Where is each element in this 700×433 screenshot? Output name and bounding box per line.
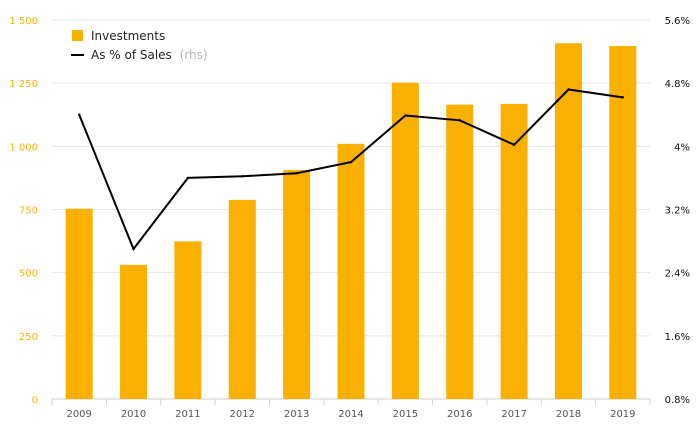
bar-2011 xyxy=(174,241,202,399)
left-y-tick-label: 1 000 xyxy=(9,142,38,153)
right-y-tick-label: 3.2% xyxy=(665,206,690,217)
left-y-axis: 0 250 500 750 1 000 1 250 1 500 xyxy=(9,16,38,406)
bar-2014 xyxy=(337,143,365,399)
legend-label-sales-pct: As % of Sales (rhs) xyxy=(91,48,208,62)
x-tick-label: 2016 xyxy=(447,409,472,420)
x-tick-label: 2009 xyxy=(66,409,91,420)
sales-pct-point-2014 xyxy=(349,160,353,164)
left-y-tick-label: 1 500 xyxy=(9,16,38,27)
legend-label-rhs: (rhs) xyxy=(180,48,208,62)
x-tick-label: 2015 xyxy=(393,409,418,420)
right-y-tick-label: 1.6% xyxy=(665,332,690,343)
sales-pct-point-2009 xyxy=(77,113,81,116)
sales-pct-point-2015 xyxy=(404,114,407,117)
x-tick-label: 2010 xyxy=(121,409,146,420)
x-tick-label: 2012 xyxy=(230,409,255,420)
sales-pct-point-2018 xyxy=(567,88,570,91)
right-y-axis: 0.8% 1.6% 2.4% 3.2% 4% 4.8% 5.6% xyxy=(665,16,690,406)
bar-2013 xyxy=(283,170,311,399)
x-tick-label: 2019 xyxy=(610,409,635,420)
sales-pct-point-2019 xyxy=(621,96,625,99)
right-y-tick-label: 5.6% xyxy=(665,16,690,27)
left-y-tick-label: 500 xyxy=(19,269,38,280)
x-tick-label: 2017 xyxy=(501,409,526,420)
bar-2018 xyxy=(554,43,582,400)
x-tick-label: 2013 xyxy=(284,409,309,420)
x-axis: 2009 2010 2011 2012 2013 2014 2015 2016 2017 2018… xyxy=(51,399,651,420)
left-y-tick-label: 250 xyxy=(19,332,38,343)
bar-2010 xyxy=(120,264,148,399)
legend-label-sales-pct-main: As % of Sales xyxy=(91,48,172,62)
bar-2009 xyxy=(65,208,93,399)
bar-2016 xyxy=(446,104,474,399)
line-series xyxy=(77,88,625,251)
sales-pct-point-2016 xyxy=(458,119,461,122)
sales-pct-point-2017 xyxy=(512,143,516,146)
legend-label-investments: Investments xyxy=(91,29,165,43)
right-y-tick-label: 4% xyxy=(674,142,690,153)
sales-pct-point-2012 xyxy=(241,175,244,178)
right-y-tick-label: 0.8% xyxy=(665,395,690,406)
left-y-tick-label: 0 xyxy=(32,395,38,406)
bar-2019 xyxy=(609,46,637,400)
legend: Investments As % of Sales (rhs) xyxy=(71,29,208,62)
bar-2017 xyxy=(500,103,528,400)
bar-2012 xyxy=(228,199,256,399)
right-y-tick-label: 2.4% xyxy=(665,269,690,280)
x-tick-label: 2018 xyxy=(556,409,581,420)
bar-series xyxy=(65,43,637,400)
x-tick-label: 2011 xyxy=(175,409,200,420)
right-y-tick-label: 4.8% xyxy=(665,79,690,90)
sales-pct-point-2011 xyxy=(186,176,190,180)
left-y-tick-label: 750 xyxy=(19,206,38,217)
x-tick-label: 2014 xyxy=(338,409,363,420)
sales-pct-point-2013 xyxy=(295,171,298,175)
sales-pct-point-2010 xyxy=(132,247,135,251)
legend-swatch-investments xyxy=(72,30,83,41)
bar-2015 xyxy=(391,82,419,400)
left-y-tick-label: 1 250 xyxy=(9,79,38,90)
